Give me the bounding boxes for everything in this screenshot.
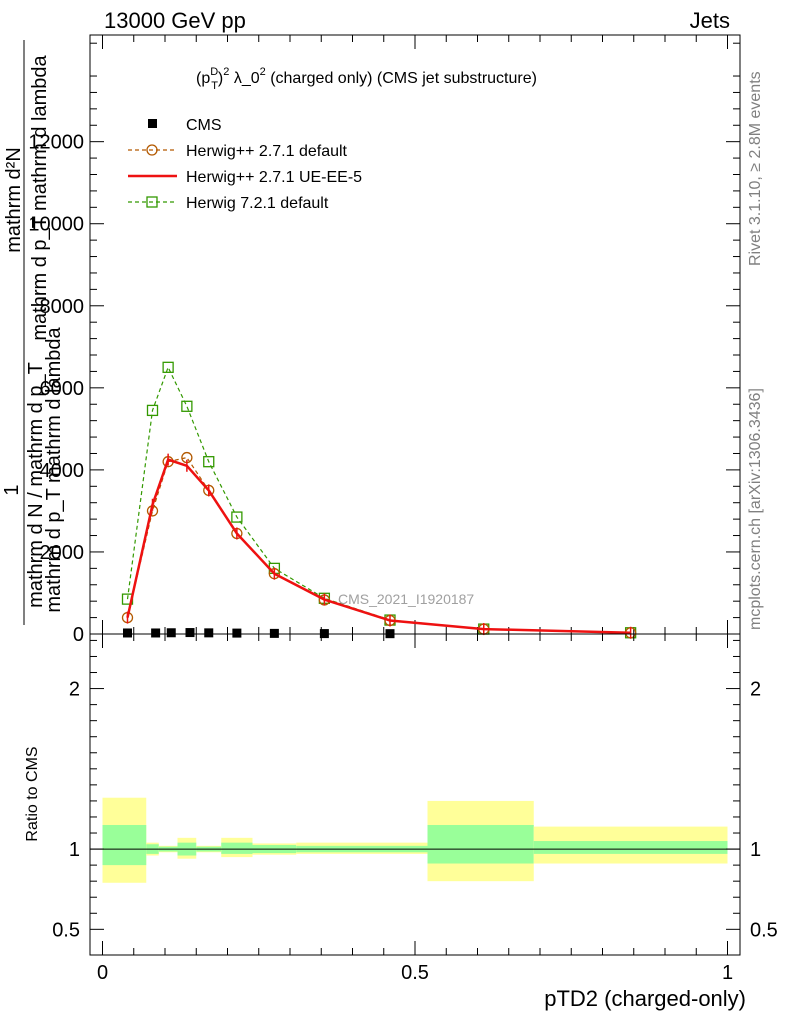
plot-title: (pD T)2 λ_02 (charged only) (CMS jet subs… xyxy=(196,66,537,92)
ratio-ytick-label: 2 xyxy=(69,679,80,701)
ratio-xtick-label: 0 xyxy=(97,962,108,984)
ratio-band-inner xyxy=(102,824,147,866)
series-point-cms xyxy=(123,628,132,638)
legend-label-herwig-ueee5: Herwig++ 2.7.1 UE-EE-5 xyxy=(186,169,362,186)
ratio-plot-frame xyxy=(89,633,741,956)
main-plot-panel: 0 2000 4000 6000 8000 10000 12000 (pD T)2 λ_02 … xyxy=(1,34,741,646)
legend-marker-cms xyxy=(148,119,157,128)
title-close: ) xyxy=(218,70,223,87)
main-y-axis-label: mathrm d²N mathrm d p_T mathrm d lambda … xyxy=(1,40,65,625)
ratio-xtick-label: 1 xyxy=(722,962,733,984)
ratio-xtick-label: 0.5 xyxy=(401,962,429,984)
main-ytick-label: 4000 xyxy=(40,460,85,482)
title-sub-t: T xyxy=(211,80,218,92)
title-rest: (charged only) (CMS jet substructure) xyxy=(266,70,537,87)
ylabel-den-b: mathrm d p_T mathrm d lambda xyxy=(43,326,65,612)
legend: CMS Herwig++ 2.7.1 default Herwig++ 2.7.… xyxy=(128,117,362,212)
series-point-cms xyxy=(269,628,279,638)
main-ytick-label: 2000 xyxy=(40,542,85,564)
ratio-ytick-label-right: 1 xyxy=(750,839,761,861)
main-axis-ticks: 0 2000 4000 6000 8000 10000 12000 xyxy=(28,35,740,646)
ratio-ytick-label: 0.5 xyxy=(52,919,80,941)
mcplots-label: mcplots.cern.ch [arXiv:1306.3436] xyxy=(747,388,764,630)
ylabel-num-top: mathrm d²N xyxy=(3,147,25,253)
legend-marker-herwig7 xyxy=(146,196,158,208)
header-energy-label: 13000 GeV pp xyxy=(104,8,246,33)
series-point-herwig7 xyxy=(203,456,215,468)
ratio-plot-panel: 0.5 0.5 1 1 2 2 0 0.5 1 Ratio to CMS pTD2 (charg… xyxy=(24,633,778,1011)
analysis-watermark: CMS_2021_I1920187 xyxy=(338,591,474,607)
title-p: (p xyxy=(196,70,210,87)
legend-marker-herwig-default xyxy=(146,144,158,156)
ylabel-den-a: mathrm d N / mathrm d p_T xyxy=(25,362,47,608)
ratio-band-inner xyxy=(533,841,728,854)
ratio-y-axis-label: Ratio to CMS xyxy=(24,746,41,841)
title-sq: 2 xyxy=(223,66,229,78)
ratio-band-inner xyxy=(427,824,534,864)
legend-label-herwig7: Herwig 7.2.1 default xyxy=(186,195,329,212)
title-sup-d: D xyxy=(210,66,218,78)
ratio-ytick-label-right: 0.5 xyxy=(750,919,778,941)
series-point-herwig7 xyxy=(146,404,159,417)
ratio-ytick-label-right: 2 xyxy=(750,679,761,701)
title-sq2: 2 xyxy=(260,66,266,78)
rivet-version-label: Rivet 3.1.10, ≥ 2.8M events xyxy=(747,71,764,266)
ratio-band-inner xyxy=(221,842,253,854)
series-point-cms xyxy=(204,628,214,638)
ylabel-one: 1 xyxy=(1,484,23,495)
series-point-cms xyxy=(232,628,242,638)
ylabel-num-bottom: mathrm d p_T mathrm d lambda xyxy=(29,54,51,340)
series-point-cms xyxy=(151,628,161,638)
x-axis-label: pTD2 (charged-only) xyxy=(544,986,746,1011)
series-point-herwig7 xyxy=(162,361,174,373)
main-ytick-label: 6000 xyxy=(40,378,85,400)
series-point-herwig7 xyxy=(181,400,193,412)
main-ytick-label: 0 xyxy=(73,624,84,646)
title-lambda: λ_0 xyxy=(229,70,259,87)
main-ytick-label: 10000 xyxy=(28,214,84,236)
ratio-axis-ticks: 0.5 0.5 1 1 2 2 0 0.5 1 xyxy=(52,634,778,984)
ratio-bands-group xyxy=(102,797,728,883)
legend-label-herwig-default: Herwig++ 2.7.1 default xyxy=(186,143,348,160)
series-point-cms xyxy=(185,628,195,638)
header-jets-label: Jets xyxy=(690,8,730,33)
main-ytick-label: 8000 xyxy=(40,296,85,318)
series-point-herwig7 xyxy=(231,511,243,523)
ratio-ytick-label: 1 xyxy=(69,839,80,861)
series-point-cms xyxy=(166,628,176,638)
main-ytick-label: 12000 xyxy=(28,132,84,154)
legend-label-cms: CMS xyxy=(186,117,222,134)
